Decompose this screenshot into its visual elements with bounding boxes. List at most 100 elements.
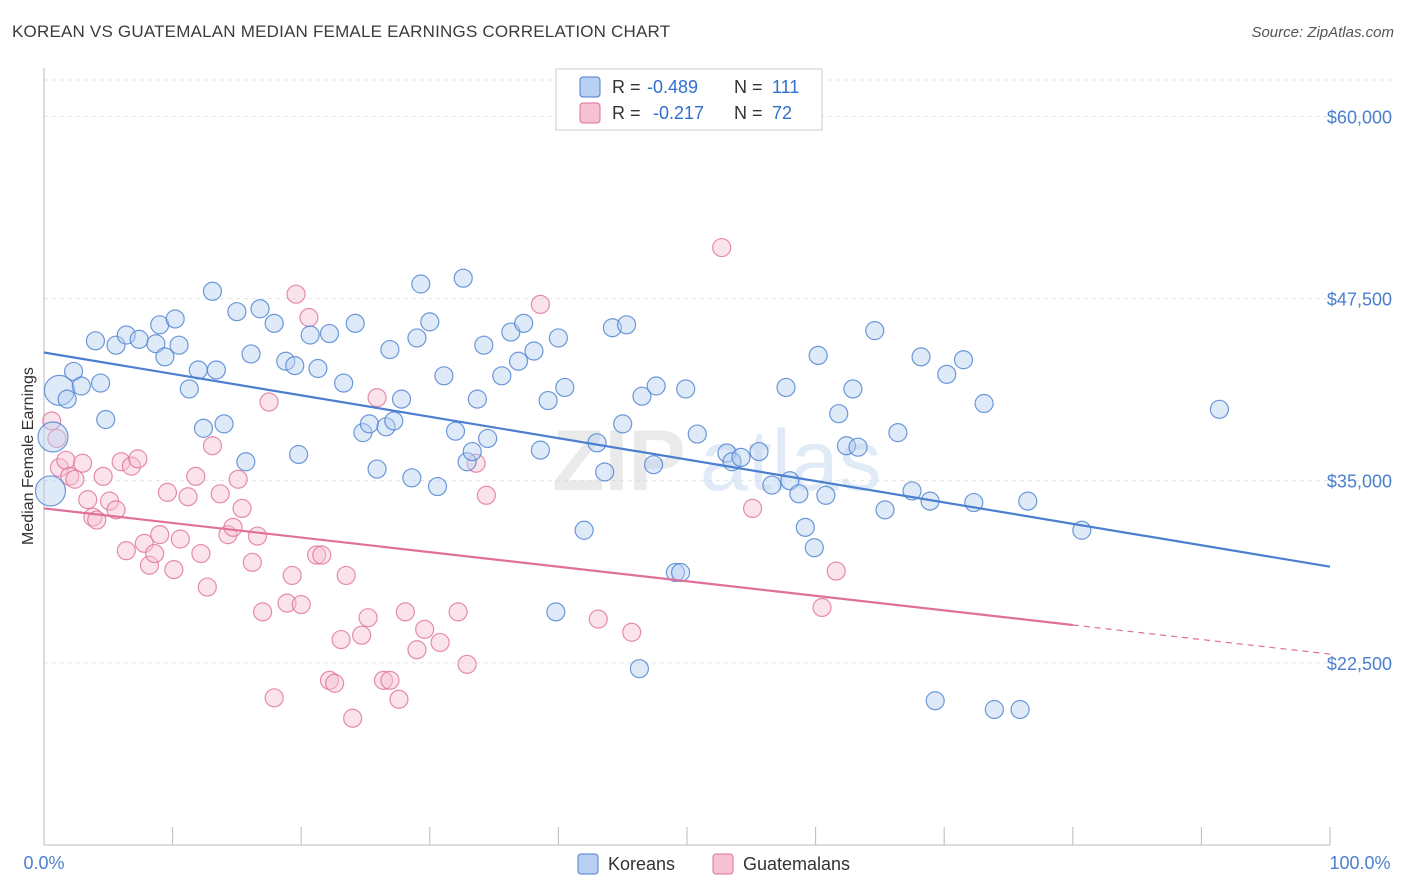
y-tick-label-60000: $60,000 <box>1327 107 1392 127</box>
guatemalan-point-56 <box>389 689 409 709</box>
korean-point-19 <box>193 418 214 438</box>
guatemalan-point-25 <box>186 466 206 486</box>
guatemalan-point-64 <box>476 485 496 505</box>
korean-point-68 <box>602 318 623 338</box>
x-ticks <box>43 827 1331 845</box>
korean-point-73 <box>646 376 666 396</box>
guatemalan-point-13 <box>111 452 131 472</box>
korean-point-58 <box>508 351 529 371</box>
guatemalan-point-29 <box>210 484 230 504</box>
guatemalan-point-46 <box>319 670 340 690</box>
guatemalan-point-6 <box>72 453 93 473</box>
korean-point-71 <box>632 386 652 406</box>
korean-point-43 <box>402 468 422 488</box>
guatemalan-point-22 <box>164 559 184 580</box>
korean-point-107 <box>629 659 650 679</box>
guatemalan-point-71 <box>826 561 846 581</box>
korean-point-82 <box>762 475 782 495</box>
watermark-zip: ZIP <box>552 413 686 509</box>
guatemalan-point-47 <box>325 673 345 693</box>
y-tick-label-35000: $35,000 <box>1327 472 1392 492</box>
korean-point-16 <box>169 335 189 355</box>
korean-point-64 <box>555 377 575 398</box>
series-koreans <box>34 268 1230 720</box>
korean-point-40 <box>380 339 400 360</box>
korean-point-108 <box>789 484 809 504</box>
guatemalan-point-49 <box>336 565 356 586</box>
guatemalan-point-69 <box>742 498 763 518</box>
guatemalan-point-23 <box>170 529 190 549</box>
korean-point-61 <box>530 440 550 460</box>
korean-point-95 <box>888 423 908 443</box>
legend-bottom-swatch-koreans <box>577 853 599 875</box>
korean-point-5 <box>71 376 91 396</box>
korean-point-33 <box>319 323 340 344</box>
korean-point-54 <box>474 335 494 355</box>
guatemalan-point-3 <box>56 450 76 470</box>
guatemalan-point-55 <box>380 670 400 690</box>
korean-point-81 <box>749 441 769 462</box>
guatemalan-point-52 <box>358 608 378 628</box>
korean-point-9 <box>106 335 126 355</box>
legend-swatch-koreans <box>579 76 601 98</box>
korean-point-102 <box>974 393 994 414</box>
series-guatemalans <box>42 237 846 728</box>
korean-point-55 <box>478 428 498 449</box>
guatemalan-point-18 <box>139 555 160 575</box>
korean-point-26 <box>250 299 270 319</box>
guatemalan-point-1 <box>47 428 67 449</box>
x-tick-label-min: 0.0% <box>23 853 64 873</box>
korean-point-27 <box>264 313 284 333</box>
guatemalan-point-17 <box>134 533 154 553</box>
korean-point-87 <box>808 345 828 365</box>
legend-bottom-guatemalans: Guatemalans <box>743 854 850 874</box>
trend-line-koreans <box>43 351 1331 568</box>
guatemalan-point-15 <box>121 456 142 476</box>
korean-point-20 <box>202 281 223 301</box>
korean-point-31 <box>300 325 320 345</box>
korean-point-22 <box>214 414 234 434</box>
korean-point-110 <box>984 699 1004 720</box>
guatemalan-point-28 <box>202 436 223 456</box>
guatemalan-point-12 <box>106 500 126 520</box>
korean-point-47 <box>427 476 448 497</box>
korean-point-12 <box>146 334 166 354</box>
guatemalan-point-43 <box>299 307 319 328</box>
guatemalan-point-61 <box>448 602 468 622</box>
korean-point-30 <box>289 444 309 465</box>
korean-point-3 <box>57 389 77 409</box>
korean-point-8 <box>96 409 116 430</box>
korean-point-37 <box>359 414 379 434</box>
legend-n-value-guatemalans: 72 <box>772 103 792 123</box>
korean-point-86 <box>804 538 824 558</box>
guatemalan-point-50 <box>343 708 363 728</box>
korean-point-56 <box>492 366 512 386</box>
korean-point-32 <box>308 358 328 379</box>
korean-point-92 <box>848 437 868 457</box>
korean-point-88 <box>816 485 836 505</box>
korean-point-35 <box>345 313 365 333</box>
guatemalan-point-60 <box>430 632 450 653</box>
korean-point-17 <box>179 379 199 399</box>
y-axis-title: Median Female Earnings <box>20 367 37 545</box>
korean-point-7 <box>90 373 111 393</box>
legend-n-label-guatemalans: N = <box>734 103 763 123</box>
korean-point-93 <box>865 321 885 341</box>
legend-bottom: Koreans Guatemalans <box>577 853 850 875</box>
guatemalan-point-26 <box>191 543 211 564</box>
korean-point-59 <box>514 313 534 333</box>
guatemalan-point-19 <box>144 543 165 564</box>
axes <box>43 68 1330 846</box>
korean-point-53 <box>467 389 487 409</box>
guatemalan-point-66 <box>588 609 608 629</box>
korean-point-105 <box>1209 399 1230 419</box>
guatemalan-point-7 <box>78 490 98 510</box>
legend-swatch-guatemalans <box>579 102 601 124</box>
guatemalan-point-33 <box>232 498 252 518</box>
korean-point-52 <box>462 441 482 462</box>
korean-point-15 <box>165 309 185 329</box>
korean-point-11 <box>129 329 149 349</box>
korean-point-51 <box>457 452 477 472</box>
korean-point-109 <box>925 691 945 711</box>
korean-point-76 <box>676 379 696 399</box>
